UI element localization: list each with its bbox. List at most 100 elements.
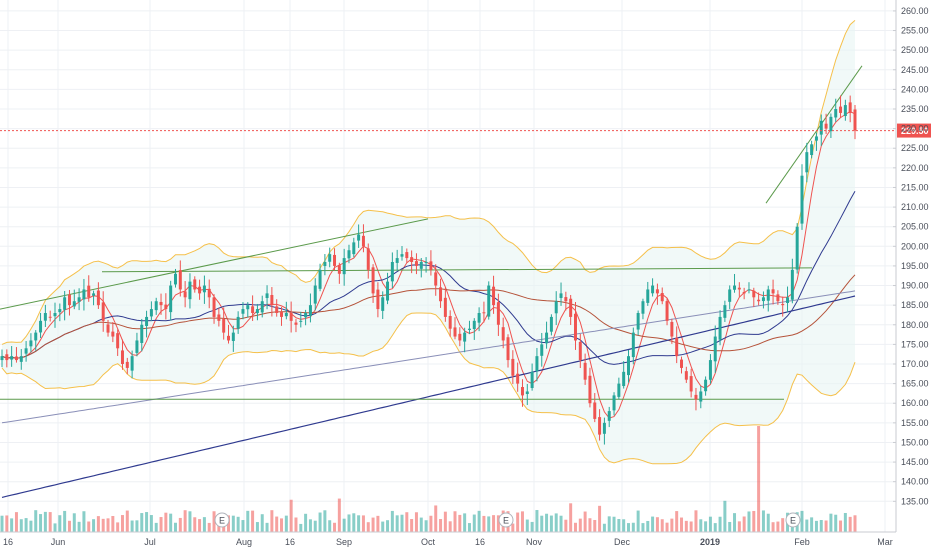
volume-bar — [641, 523, 645, 532]
volume-bar — [145, 512, 149, 532]
volume-bar — [573, 522, 577, 532]
candle-body — [390, 262, 394, 282]
candle-body — [525, 391, 529, 395]
volume-bar — [67, 520, 71, 532]
candle-body — [227, 335, 230, 341]
volume-bar — [386, 520, 390, 532]
y-tick-label: 245.00 — [901, 65, 929, 75]
trendline-breakout — [765, 65, 863, 204]
candle-body — [578, 341, 582, 361]
volume-bar — [294, 517, 298, 532]
volume-bar — [559, 515, 563, 532]
volume-bar — [839, 520, 843, 532]
volume-bar — [275, 516, 279, 532]
candle-body — [207, 288, 211, 298]
y-tick-label: 185.00 — [901, 300, 929, 310]
volume-bar — [424, 520, 428, 532]
candle-body — [453, 327, 457, 337]
candle-body — [405, 252, 409, 259]
volume-bar — [689, 521, 693, 532]
volume-bar — [636, 510, 640, 532]
candle-body — [651, 285, 655, 294]
candle-body — [742, 291, 746, 294]
volume-bar — [188, 511, 192, 532]
earnings-marker-icon — [785, 512, 801, 528]
volume-bar — [646, 520, 650, 532]
y-tick-label: 210.00 — [901, 202, 929, 212]
volume-bar — [342, 518, 346, 532]
volume-bar — [737, 521, 741, 532]
volume-bar — [116, 522, 120, 532]
x-tick-label: Nov — [526, 537, 543, 547]
volume-bar — [713, 523, 717, 532]
volume-bar — [602, 523, 606, 532]
candle-body — [482, 312, 486, 314]
candle-body — [376, 289, 380, 310]
volume-bar — [202, 517, 206, 532]
candle-body — [154, 301, 158, 311]
candle-body — [713, 336, 717, 362]
candle-body — [284, 313, 288, 317]
candle-body — [853, 109, 857, 131]
candle-body — [814, 136, 818, 141]
bollinger-bands — [1, 20, 856, 465]
volume-bar — [776, 521, 780, 532]
volume-bar — [10, 518, 14, 532]
volume-bar — [472, 514, 476, 532]
candle-body — [747, 289, 751, 291]
volume-bar — [280, 518, 284, 532]
candle-body — [535, 356, 539, 372]
candle-body — [704, 379, 708, 392]
volume-bar — [612, 516, 616, 532]
candle-body — [583, 362, 587, 380]
candle-body — [111, 331, 115, 337]
candle-body — [178, 270, 182, 290]
volume-bar — [361, 515, 365, 532]
volume-bar — [718, 516, 722, 532]
candle-body — [357, 234, 361, 241]
candle-body — [800, 175, 804, 224]
volume-bar — [207, 522, 211, 532]
candle-body — [366, 248, 370, 270]
candle-body — [728, 289, 732, 302]
volume-bar — [810, 517, 814, 532]
candle-body — [82, 289, 86, 300]
candle-body — [733, 285, 737, 290]
earnings-marker-label: E — [790, 516, 796, 526]
candle-body — [159, 301, 163, 306]
volume-bar — [140, 513, 144, 532]
volume-bar — [313, 520, 317, 532]
volume-bar — [96, 516, 100, 532]
volume-bar — [395, 515, 399, 532]
volume-bar — [819, 520, 823, 532]
candle-body — [506, 337, 510, 361]
candle-body — [790, 269, 794, 300]
candle-body — [684, 371, 688, 380]
candle-body — [236, 316, 240, 329]
candle-body — [463, 332, 467, 342]
volume-bar — [419, 517, 423, 532]
volume-bar — [77, 521, 81, 532]
candle-body — [120, 350, 124, 364]
candle-body — [308, 305, 312, 316]
candle-body — [333, 254, 337, 266]
candle-body — [540, 344, 544, 356]
volume-bar — [183, 510, 187, 532]
volume-bar — [583, 511, 587, 532]
x-tick-label: 16 — [3, 537, 13, 547]
y-tick-label: 140.00 — [901, 477, 929, 487]
candle-body — [63, 297, 67, 310]
candle-body — [680, 359, 684, 368]
trendline-upper — [0, 218, 429, 310]
volume-bar — [87, 521, 91, 532]
x-tick-label: 16 — [285, 537, 295, 547]
volume-bar — [771, 522, 775, 532]
volume-bar — [853, 515, 857, 532]
x-axis: 16 Jun Jul Aug 16 Sep Oct 16 Nov Dec 2019 Feb Mar — [0, 531, 896, 547]
candle-body — [34, 332, 38, 341]
volume-bar — [178, 517, 182, 532]
y-tick-label: 150.00 — [901, 437, 929, 447]
volume-bar — [299, 523, 303, 532]
x-tick-label: Feb — [794, 537, 810, 547]
